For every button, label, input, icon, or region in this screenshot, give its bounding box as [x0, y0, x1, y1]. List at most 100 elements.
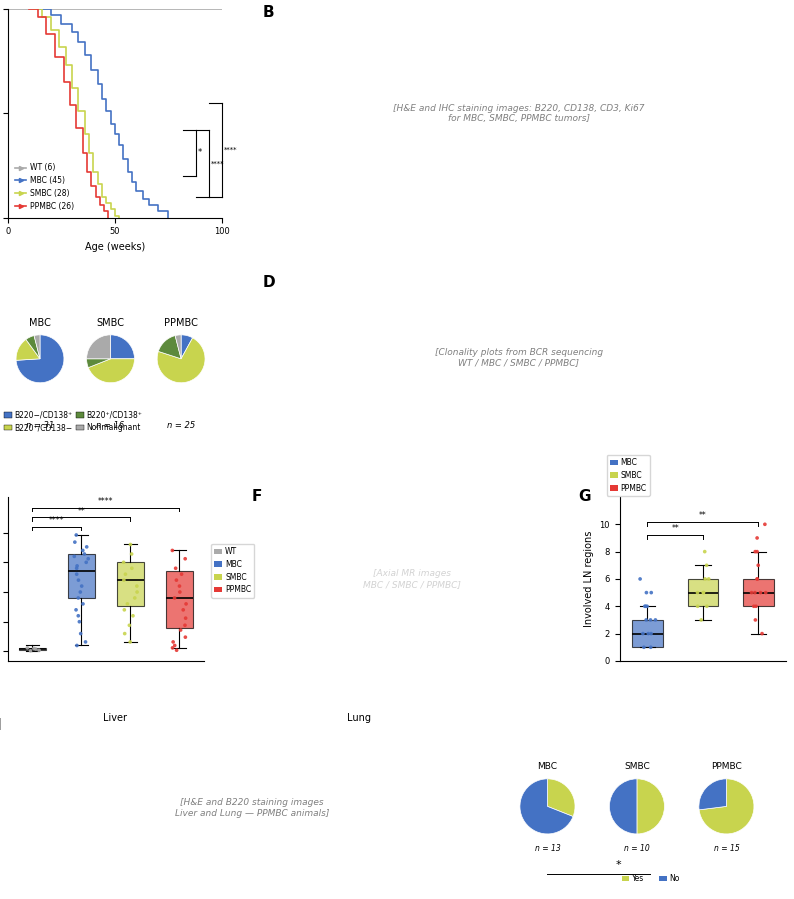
Point	[747, 599, 760, 613]
Point	[125, 547, 138, 561]
Point	[169, 561, 182, 575]
Text: **: **	[699, 511, 707, 520]
Point	[80, 555, 93, 569]
Wedge shape	[520, 779, 573, 834]
Point	[170, 643, 183, 657]
Point	[28, 641, 40, 655]
Wedge shape	[548, 779, 575, 816]
Point	[179, 630, 191, 645]
Point	[118, 555, 130, 569]
Wedge shape	[16, 334, 64, 383]
PathPatch shape	[688, 579, 718, 606]
Point	[72, 609, 85, 623]
Point	[751, 530, 764, 545]
Point	[124, 635, 137, 649]
Text: **: **	[671, 524, 679, 533]
Point	[80, 539, 93, 554]
Legend: Yes, No: Yes, No	[619, 871, 682, 886]
Point	[129, 591, 141, 605]
Point	[70, 528, 83, 542]
Point	[754, 585, 767, 600]
Point	[166, 641, 179, 655]
Text: ****: ****	[98, 497, 114, 506]
Point	[751, 572, 764, 586]
Point	[758, 517, 771, 531]
Point	[641, 599, 653, 613]
Point	[166, 543, 179, 557]
Point	[750, 599, 762, 613]
Point	[73, 615, 86, 629]
Wedge shape	[87, 334, 110, 359]
Point	[123, 619, 136, 633]
Point	[70, 602, 83, 617]
Point	[68, 549, 81, 564]
Point	[637, 627, 649, 641]
Point	[82, 552, 94, 566]
Point	[71, 638, 83, 653]
Title: MBC: MBC	[538, 762, 557, 771]
Wedge shape	[88, 359, 134, 383]
Text: n = 31: n = 31	[26, 421, 54, 430]
Point	[71, 561, 83, 575]
Text: F: F	[252, 489, 262, 503]
Point	[179, 611, 192, 626]
Point	[71, 567, 83, 582]
Title: SMBC: SMBC	[624, 762, 649, 771]
Y-axis label: Involved LN regions: Involved LN regions	[584, 530, 594, 628]
Point	[72, 591, 85, 605]
Text: n = 10: n = 10	[624, 843, 649, 852]
Point	[634, 572, 646, 586]
Text: [H&E and B220 staining images
Liver and Lung — PPMBC animals]: [H&E and B220 staining images Liver and …	[175, 798, 330, 818]
Point	[71, 558, 83, 573]
Point	[119, 567, 132, 582]
Point	[751, 572, 764, 586]
Point	[75, 579, 88, 593]
Point	[29, 642, 42, 656]
Point	[126, 609, 139, 623]
Point	[170, 573, 183, 587]
Point	[179, 619, 191, 633]
Point	[649, 613, 661, 628]
Point	[699, 572, 711, 586]
PathPatch shape	[19, 648, 46, 650]
Point	[118, 627, 131, 641]
Text: B: B	[262, 4, 274, 20]
Point	[756, 627, 769, 641]
Point	[752, 558, 765, 573]
Wedge shape	[157, 338, 205, 383]
Text: n = 25: n = 25	[167, 421, 195, 430]
Text: ****: ****	[49, 517, 64, 526]
Point	[79, 635, 92, 649]
Legend: WT (6), MBC (45), SMBC (28), PPMBC (26): WT (6), MBC (45), SMBC (28), PPMBC (26)	[12, 160, 77, 214]
Text: ****: ****	[224, 147, 237, 153]
Point	[168, 591, 181, 605]
Wedge shape	[87, 359, 110, 368]
Point	[179, 552, 191, 566]
Point	[697, 585, 710, 600]
Point	[645, 585, 657, 600]
PathPatch shape	[166, 571, 193, 628]
Text: [Axial MR images
MBC / SMBC / PPMBC]: [Axial MR images MBC / SMBC / PPMBC]	[363, 569, 461, 589]
Wedge shape	[610, 779, 637, 834]
Legend: MBC, SMBC, PPMBC: MBC, SMBC, PPMBC	[607, 455, 649, 495]
Point	[699, 545, 711, 559]
PathPatch shape	[117, 562, 144, 606]
Text: n = 15: n = 15	[714, 843, 739, 852]
Point	[78, 547, 91, 561]
Title: SMBC: SMBC	[97, 318, 125, 328]
Point	[72, 573, 85, 587]
Point	[76, 597, 89, 611]
Point	[68, 535, 81, 549]
Point	[167, 635, 179, 649]
Title: PPMBC: PPMBC	[711, 762, 742, 771]
Point	[703, 572, 715, 586]
Wedge shape	[110, 334, 134, 359]
Point	[749, 585, 761, 600]
Point	[177, 602, 190, 617]
Point	[124, 538, 137, 552]
Point	[121, 597, 133, 611]
Point	[695, 613, 707, 628]
Point	[125, 561, 138, 575]
Wedge shape	[637, 779, 665, 834]
Text: *: *	[198, 148, 202, 157]
